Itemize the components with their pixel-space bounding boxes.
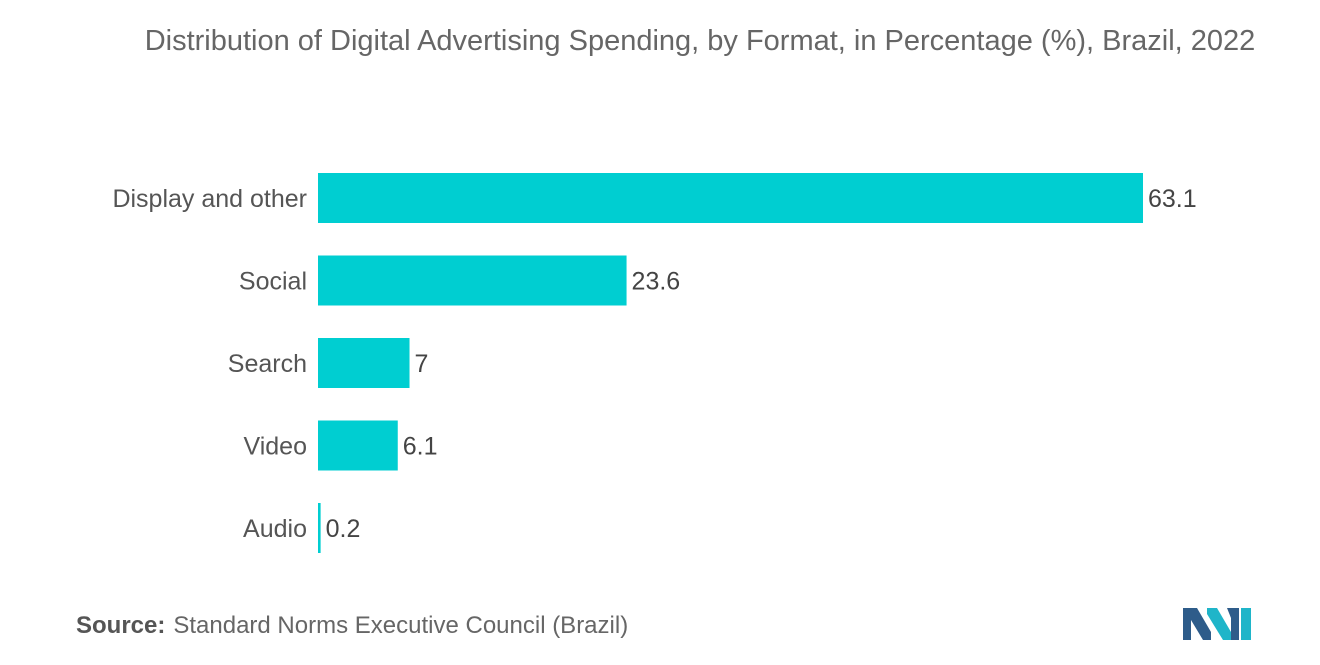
value-label: 7: [415, 350, 429, 378]
category-label: Audio: [243, 515, 307, 543]
category-label: Social: [239, 268, 307, 296]
category-label: Display and other: [112, 185, 307, 213]
bar-audio: [318, 503, 321, 553]
value-label: 6.1: [403, 433, 438, 461]
value-label: 23.6: [632, 268, 681, 296]
value-label: 63.1: [1148, 185, 1197, 213]
bar-social: [318, 255, 627, 306]
source-text: Standard Norms Executive Council (Brazil…: [173, 612, 629, 639]
value-label: 0.2: [326, 515, 361, 543]
mordor-intelligence-logo-icon: [1183, 608, 1251, 640]
source-label: Source:: [76, 612, 166, 639]
category-label: Search: [228, 350, 307, 378]
category-label: Video: [244, 433, 308, 461]
bar-chart: Display and other 63.1 Social 23.6 Search 7 Vi…: [112, 173, 1197, 553]
bar-display-and-other: [318, 173, 1143, 223]
bar-search: [318, 338, 410, 388]
source-note: Source: Standard Norms Executive Council …: [76, 612, 628, 640]
bar-video: [318, 420, 398, 471]
chart-title: Distribution of Digital Advertising Spen…: [144, 25, 1256, 57]
